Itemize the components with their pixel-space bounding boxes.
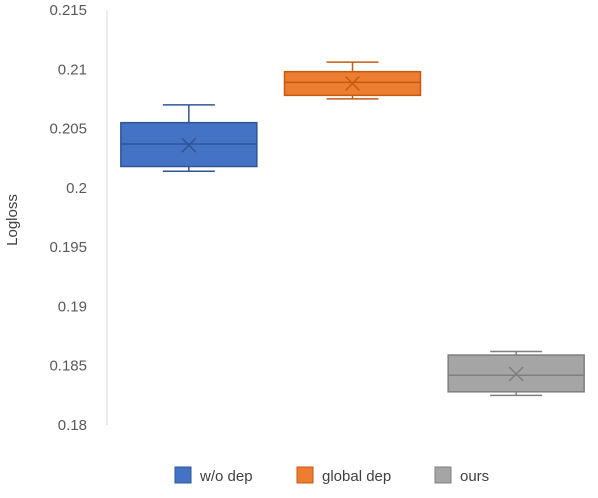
legend-label: w/o dep — [199, 468, 253, 485]
legend-label: ours — [460, 468, 489, 485]
y-tick-label: 0.18 — [58, 417, 87, 434]
legend-label: global dep — [322, 468, 391, 485]
box-0 — [120, 104, 258, 173]
boxes — [120, 61, 585, 397]
y-tick-labels: 0.18 0.185 0.19 0.195 0.2 0.205 0.21 0.215 — [49, 2, 87, 434]
box-iqr — [447, 354, 585, 393]
legend-swatch — [434, 466, 452, 484]
legend-swatch — [174, 466, 192, 484]
y-tick-label: 0.205 — [49, 121, 87, 138]
y-tick-label: 0.195 — [49, 239, 87, 256]
mean-marker — [344, 75, 361, 92]
y-tick-label: 0.2 — [66, 180, 87, 197]
mean-marker — [181, 137, 197, 153]
y-tick-label: 0.19 — [58, 298, 87, 315]
y-tick-label: 0.215 — [49, 2, 87, 19]
y-tick-label: 0.21 — [58, 61, 87, 78]
box-1 — [283, 61, 422, 100]
box-2 — [447, 350, 585, 397]
y-axis-title: Logloss — [4, 194, 21, 246]
y-tick-label: 0.185 — [49, 358, 87, 375]
legend: w/o dep global dep ours — [174, 466, 489, 485]
mean-marker — [508, 366, 524, 382]
legend-swatch — [296, 466, 314, 484]
